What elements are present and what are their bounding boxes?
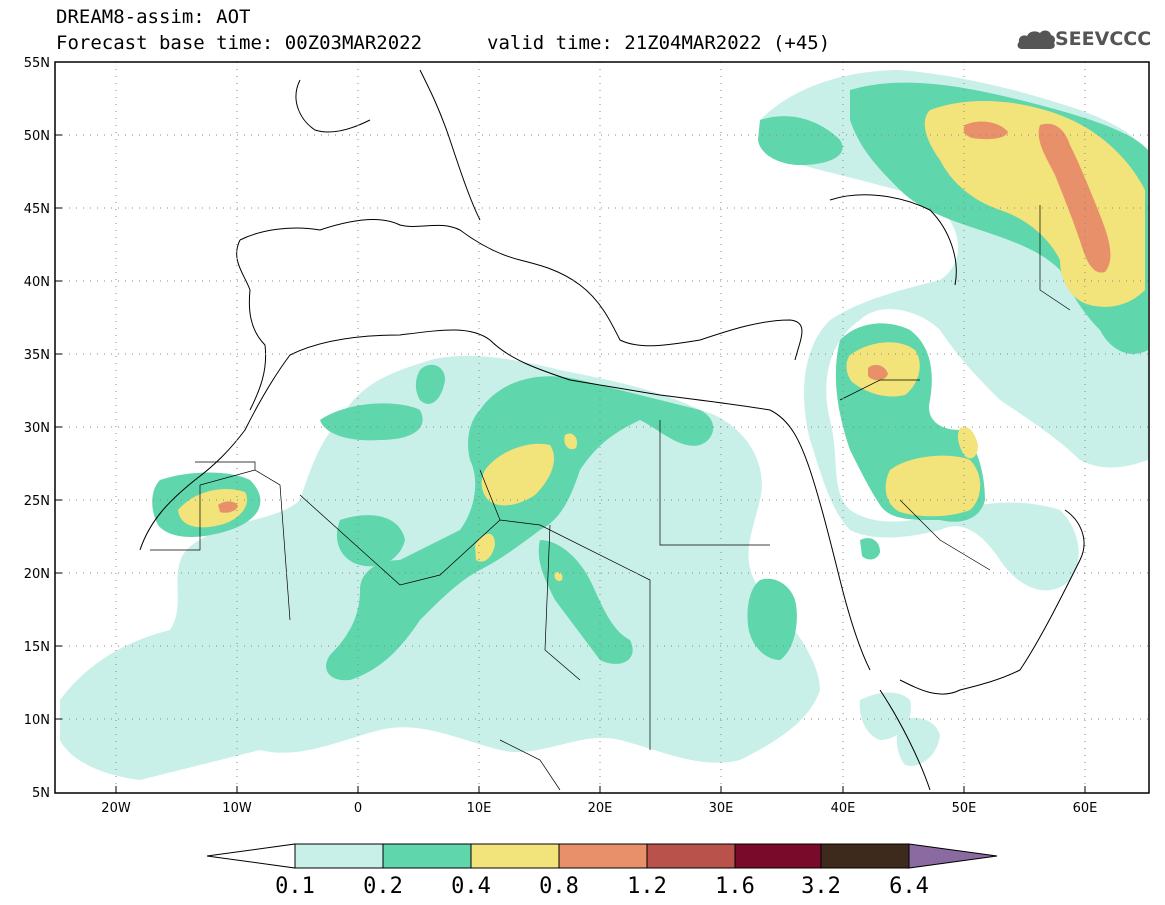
colorbar-high-arrow <box>908 843 998 869</box>
colorbar-low-arrow <box>206 843 296 869</box>
colorbar <box>206 843 998 869</box>
lon-label: 20W <box>101 801 131 816</box>
colorbar-label: 0.1 <box>275 874 315 899</box>
lat-label: 55N <box>24 56 50 71</box>
lat-label: 40N <box>24 275 50 290</box>
lon-label: 50E <box>952 801 977 816</box>
lat-label: 45N <box>24 202 50 217</box>
colorbar-segment <box>558 843 648 869</box>
lon-label: 10E <box>467 801 492 816</box>
coastlines <box>139 69 1085 791</box>
lon-label: 0 <box>354 801 362 816</box>
colorbar-label: 0.4 <box>451 874 491 899</box>
colorbar-segment <box>294 843 384 869</box>
valid-time: valid time: 21Z04MAR2022 (+45) <box>487 32 831 54</box>
graticule <box>55 62 1149 793</box>
colorbar-segment <box>470 843 560 869</box>
colorbar-label: 0.8 <box>539 874 579 899</box>
aot-level-0-8 <box>218 121 1111 513</box>
lon-label: 10W <box>222 801 252 816</box>
model-title: DREAM8-assim: AOT <box>56 6 251 28</box>
axis-ticks <box>55 61 1086 793</box>
colorbar-segment <box>646 843 736 869</box>
lat-label: 25N <box>24 494 50 509</box>
lon-label: 60E <box>1073 801 1098 816</box>
lat-label: 20N <box>24 567 50 582</box>
lat-label: 15N <box>24 640 50 655</box>
lat-label: 10N <box>24 713 50 728</box>
lat-label: 50N <box>24 129 50 144</box>
lat-label: 30N <box>24 421 50 436</box>
lat-label: 5N <box>32 786 50 801</box>
latitude-labels: 55N 50N 45N 40N 35N 30N 25N 20N 15N 10N … <box>24 56 50 801</box>
colorbar-label: 1.2 <box>627 874 667 899</box>
lon-label: 40E <box>831 801 856 816</box>
colorbar-label: 1.6 <box>715 874 755 899</box>
colorbar-label: 3.2 <box>801 874 841 899</box>
colorbar-segment <box>820 843 910 869</box>
lon-label: 20E <box>588 801 613 816</box>
forecast-base-time: Forecast base time: 00Z03MAR2022 <box>56 32 423 54</box>
lat-label: 35N <box>24 348 50 363</box>
colorbar-segment <box>734 843 822 869</box>
colorbar-label: 0.2 <box>363 874 403 899</box>
seevccc-logo: SEEVCCC <box>1055 28 1152 50</box>
cloud-icon <box>1017 30 1055 49</box>
colorbar-labels: 0.1 0.2 0.4 0.8 1.2 1.6 3.2 6.4 <box>275 874 929 899</box>
colorbar-label: 6.4 <box>889 874 929 899</box>
lon-label: 30E <box>709 801 734 816</box>
colorbar-segment <box>382 843 472 869</box>
longitude-labels: 20W 10W 0 10E 20E 30E 40E 50E 60E <box>101 801 1097 816</box>
country-borders <box>150 205 1071 791</box>
